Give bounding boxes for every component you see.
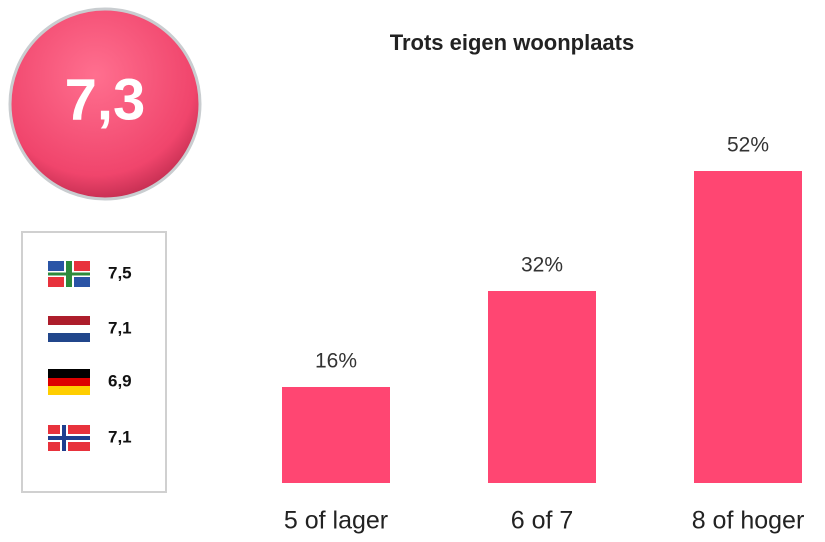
bar	[488, 291, 596, 483]
score-circle	[8, 7, 202, 201]
value-label: 32%	[521, 254, 563, 277]
x-tick-label: 6 of 7	[511, 507, 574, 535]
x-tick-label: 8 of hoger	[692, 507, 805, 535]
score: 7,3	[65, 67, 146, 132]
comparison-score: 7,1	[108, 318, 132, 337]
comparison-score: 7,1	[108, 427, 132, 446]
comparison-score: 7,5	[108, 263, 132, 282]
chart-title: Trots eigen woonplaats	[390, 30, 634, 55]
flag-norway	[48, 425, 90, 451]
flag-netherlands	[48, 316, 90, 342]
bar	[282, 387, 390, 483]
comparison-box	[21, 231, 167, 493]
value-label: 16%	[315, 350, 357, 373]
x-tick-label: 5 of lager	[284, 507, 388, 535]
flag-germany	[48, 369, 90, 395]
bar	[694, 171, 802, 483]
comparison-score: 6,9	[108, 371, 132, 390]
value-label: 52%	[727, 134, 769, 157]
flag-groningen	[48, 261, 90, 287]
